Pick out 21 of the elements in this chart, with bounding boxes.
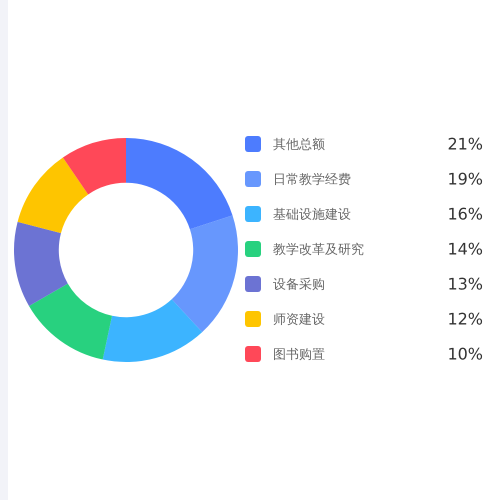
legend-label: 设备采购: [273, 278, 325, 293]
data-label: 10%: [447, 344, 483, 364]
donut-slice: [126, 138, 233, 230]
data-label: 19%: [447, 170, 483, 189]
data-label: 12%: [447, 310, 483, 329]
donut-slice: [102, 299, 202, 362]
data-label: 13%: [447, 274, 483, 294]
legend-label: 图书购置: [273, 348, 325, 363]
data-label: 21%: [447, 134, 483, 154]
data-label: 16%: [447, 204, 483, 224]
legend-label: 其他总额: [273, 138, 325, 153]
donut-slice: [29, 284, 112, 360]
donut-slice: [14, 222, 68, 306]
donut-slice: [62, 138, 126, 194]
legend-label: 日常教学经费: [273, 172, 351, 188]
legend-label: 教学改革及研究: [273, 242, 364, 258]
data-label: 14%: [447, 240, 483, 259]
donut-slice: [172, 215, 238, 332]
legend-label: 基础设施建设: [273, 208, 351, 223]
legend-label: 师资建设: [273, 312, 325, 328]
donut-slice: [18, 157, 88, 234]
